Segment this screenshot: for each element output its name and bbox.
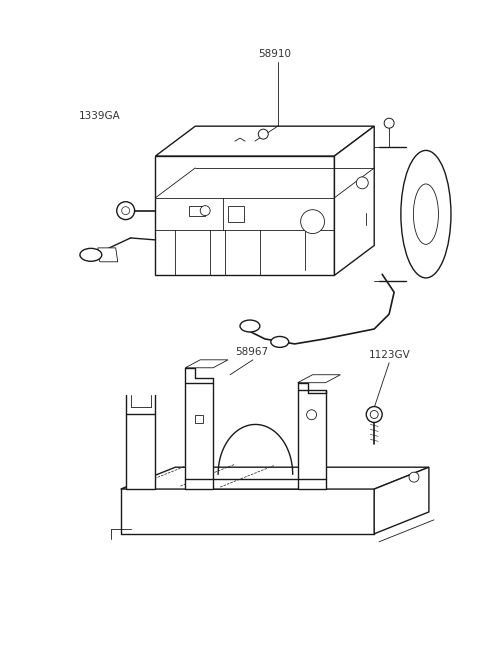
Circle shape bbox=[356, 177, 368, 189]
Polygon shape bbox=[228, 206, 244, 222]
Polygon shape bbox=[189, 206, 205, 215]
Text: 58967: 58967 bbox=[235, 347, 268, 357]
Circle shape bbox=[370, 411, 378, 419]
Circle shape bbox=[122, 207, 130, 215]
Polygon shape bbox=[298, 390, 325, 489]
Text: 1123GV: 1123GV bbox=[369, 350, 411, 360]
Polygon shape bbox=[98, 248, 118, 261]
Polygon shape bbox=[374, 467, 429, 533]
Ellipse shape bbox=[401, 150, 451, 278]
Polygon shape bbox=[185, 382, 213, 489]
Polygon shape bbox=[195, 415, 203, 422]
Polygon shape bbox=[156, 156, 335, 275]
Circle shape bbox=[200, 206, 210, 215]
Polygon shape bbox=[185, 360, 228, 368]
Circle shape bbox=[366, 407, 382, 422]
Text: 58910: 58910 bbox=[258, 49, 291, 58]
Text: 1339GA: 1339GA bbox=[79, 111, 120, 122]
Polygon shape bbox=[120, 467, 429, 489]
Ellipse shape bbox=[240, 320, 260, 332]
Ellipse shape bbox=[80, 248, 102, 261]
Polygon shape bbox=[298, 374, 340, 382]
Polygon shape bbox=[126, 415, 156, 489]
Polygon shape bbox=[156, 126, 374, 156]
Polygon shape bbox=[335, 126, 374, 275]
Circle shape bbox=[258, 129, 268, 139]
Circle shape bbox=[117, 202, 134, 219]
Circle shape bbox=[384, 118, 394, 128]
Circle shape bbox=[300, 210, 324, 233]
Ellipse shape bbox=[271, 336, 288, 348]
Ellipse shape bbox=[413, 184, 438, 244]
Circle shape bbox=[307, 410, 316, 420]
Circle shape bbox=[409, 472, 419, 482]
